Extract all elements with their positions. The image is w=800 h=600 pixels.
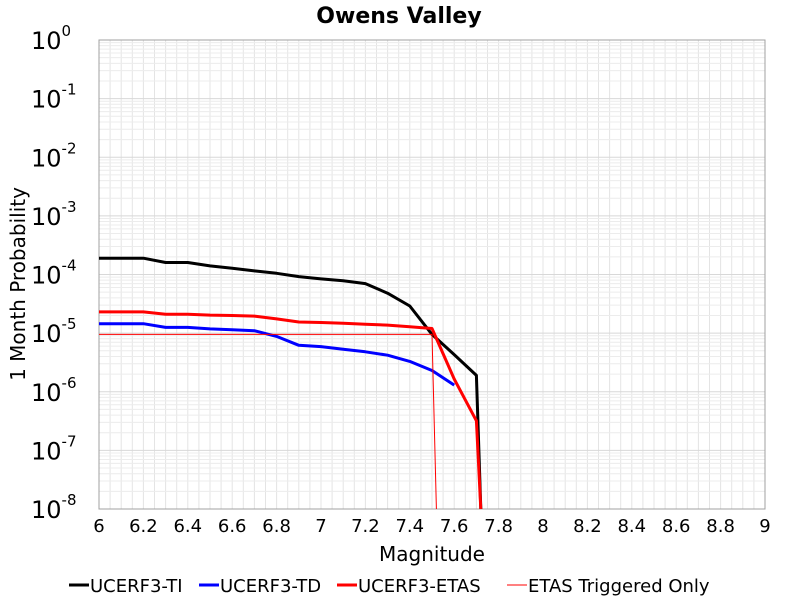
series-line-etas-triggered-only xyxy=(99,333,437,510)
x-tick-label: 6.2 xyxy=(129,516,158,537)
y-tick-label: 10-5 xyxy=(31,315,77,348)
plot-area-border xyxy=(98,39,766,510)
y-tick-label: 10-3 xyxy=(31,198,77,231)
series-line-ucerf3-etas xyxy=(99,310,483,510)
series-line-ucerf3-td xyxy=(99,322,456,387)
legend-label: UCERF3-TD xyxy=(220,576,321,597)
y-tick-label: 10-6 xyxy=(31,374,77,407)
x-tick-label: 8.8 xyxy=(706,516,735,537)
legend: UCERF3-TI UCERF3-TD UCERF3-ETAS ETAS Trigge… xyxy=(69,576,710,597)
legend-label: UCERF3-ETAS xyxy=(358,576,481,597)
series-lines xyxy=(99,256,483,510)
x-tick-label: 6 xyxy=(93,516,104,537)
x-tick-label: 6.6 xyxy=(218,516,247,537)
y-tick-label: 10-7 xyxy=(31,432,77,465)
x-tick-label: 9 xyxy=(759,516,770,537)
y-tick-label: 10-2 xyxy=(31,139,77,172)
chart-title: Owens Valley xyxy=(316,4,481,29)
x-tick-label: 6.4 xyxy=(173,516,202,537)
axis-ticks: 6 6.2 6.4 6.6 6.8 7 7.2 7.4 7.6 7.8 8 8.2 8.4 8.6 8.8 9… xyxy=(31,22,771,537)
y-axis-title: 1 Month Probability xyxy=(6,187,30,381)
x-tick-label: 8 xyxy=(537,516,548,537)
x-tick-label: 8.6 xyxy=(662,516,691,537)
legend-label: ETAS Triggered Only xyxy=(528,576,710,597)
y-tick-label: 10-8 xyxy=(31,491,77,524)
x-tick-label: 8.2 xyxy=(573,516,602,537)
y-tick-label: 10-1 xyxy=(31,81,77,114)
x-tick-label: 7 xyxy=(315,516,326,537)
x-tick-label: 7.8 xyxy=(484,516,513,537)
grid xyxy=(99,40,765,509)
legend-label: UCERF3-TI xyxy=(90,576,183,597)
x-tick-label: 7.6 xyxy=(440,516,469,537)
x-tick-label: 7.2 xyxy=(351,516,380,537)
y-tick-label: 100 xyxy=(31,22,71,55)
x-tick-label: 8.4 xyxy=(617,516,646,537)
x-axis-title: Magnitude xyxy=(379,542,485,566)
x-tick-label: 6.8 xyxy=(262,516,291,537)
x-tick-label: 7.4 xyxy=(395,516,424,537)
y-tick-label: 10-4 xyxy=(31,257,77,290)
